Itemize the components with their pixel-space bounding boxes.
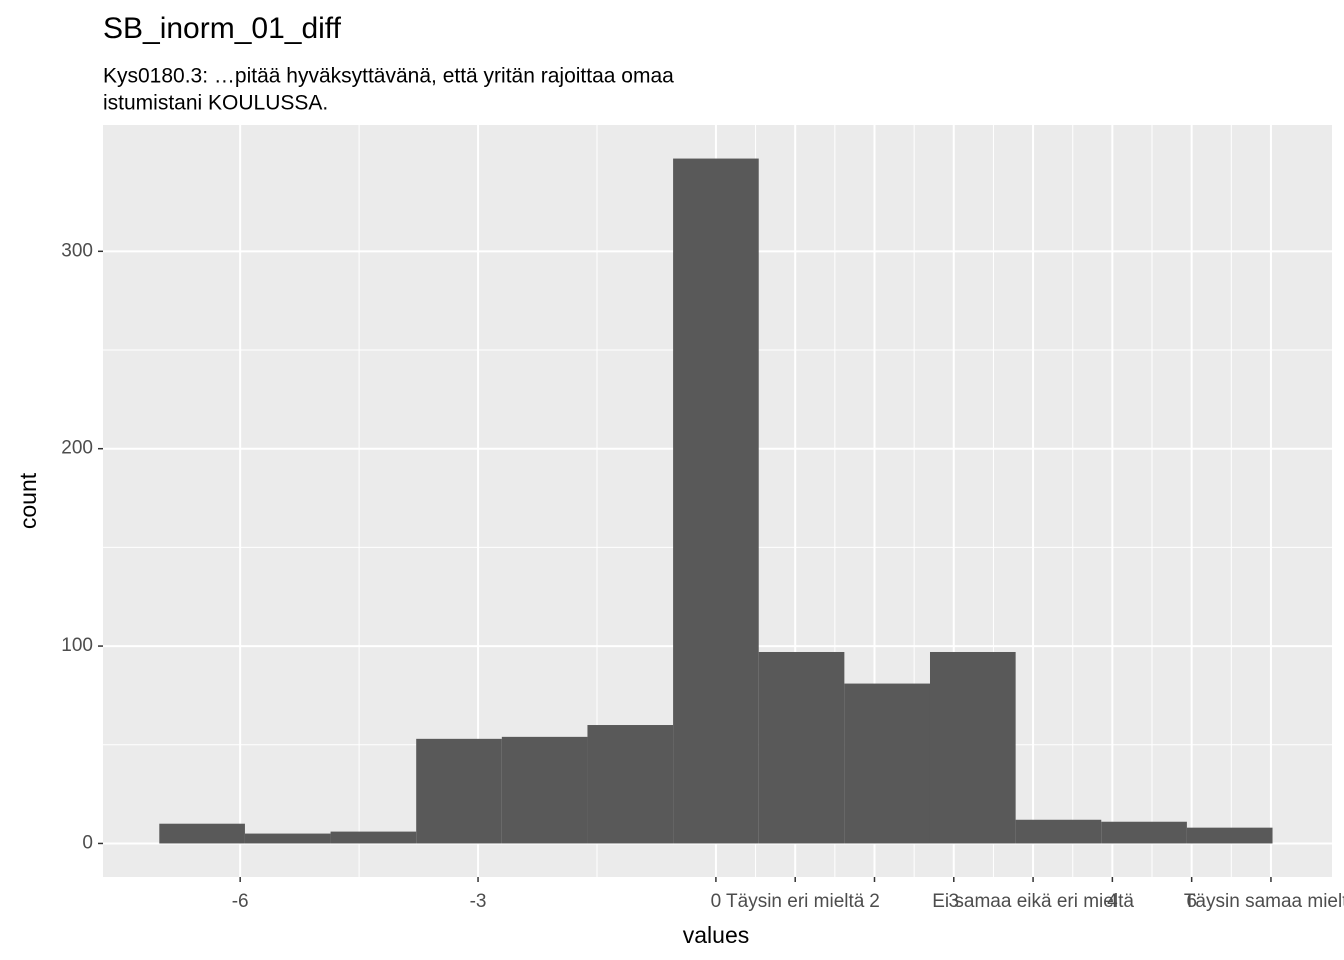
bar [929, 651, 1016, 844]
x-tick-label: 4 [1107, 891, 1118, 912]
bar [844, 683, 930, 844]
bar [159, 823, 245, 844]
x-tick-label: 0 [711, 891, 722, 912]
x-tick-label: 3 [948, 891, 959, 912]
bar [1101, 821, 1187, 844]
bar [244, 833, 331, 844]
x-tick-label: Täysin samaa mieltä [1184, 891, 1344, 912]
y-tick-label: 0 [82, 832, 93, 853]
bar [416, 738, 502, 844]
bar [330, 831, 417, 844]
x-tick-label: 6 [1186, 891, 1197, 912]
chart-subtitle: Kys0180.3: …pitää hyväksyttävänä, että y… [103, 65, 674, 88]
chart-subtitle: istumistani KOULUSSA. [103, 92, 328, 115]
bar [587, 725, 674, 844]
x-tick-label: -6 [232, 891, 249, 912]
chart-title: SB_inorm_01_diff [103, 12, 342, 45]
y-tick-label: 200 [61, 438, 93, 459]
y-tick-label: 100 [61, 635, 93, 656]
x-tick-label: Täysin eri mieltä [726, 891, 865, 912]
y-axis-label: count [15, 472, 41, 529]
x-tick-label: -3 [470, 891, 487, 912]
bar [1015, 819, 1102, 844]
y-tick-label: 300 [61, 240, 93, 261]
x-tick-label: 2 [869, 891, 880, 912]
bar [673, 158, 759, 844]
x-tick-label: Ei samaa eikä eri mieltä [932, 891, 1134, 912]
bar [758, 651, 845, 844]
bar [501, 736, 588, 844]
x-axis-label: values [683, 922, 749, 948]
bar [1186, 827, 1273, 844]
